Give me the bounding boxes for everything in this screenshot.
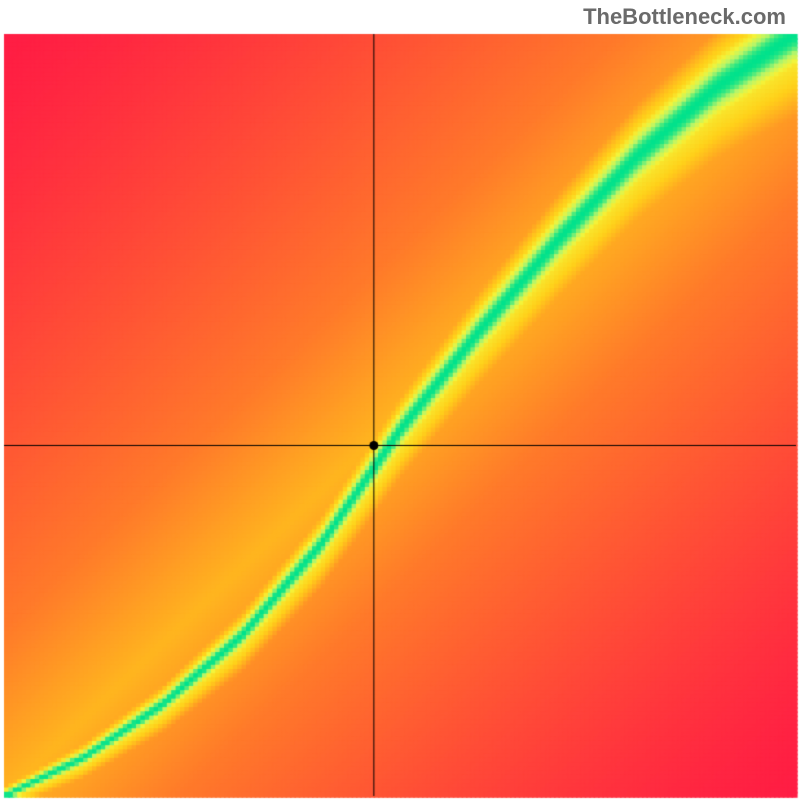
watermark-text: TheBottleneck.com xyxy=(583,4,786,30)
heatmap-canvas xyxy=(0,0,800,800)
bottleneck-heatmap: TheBottleneck.com xyxy=(0,0,800,800)
